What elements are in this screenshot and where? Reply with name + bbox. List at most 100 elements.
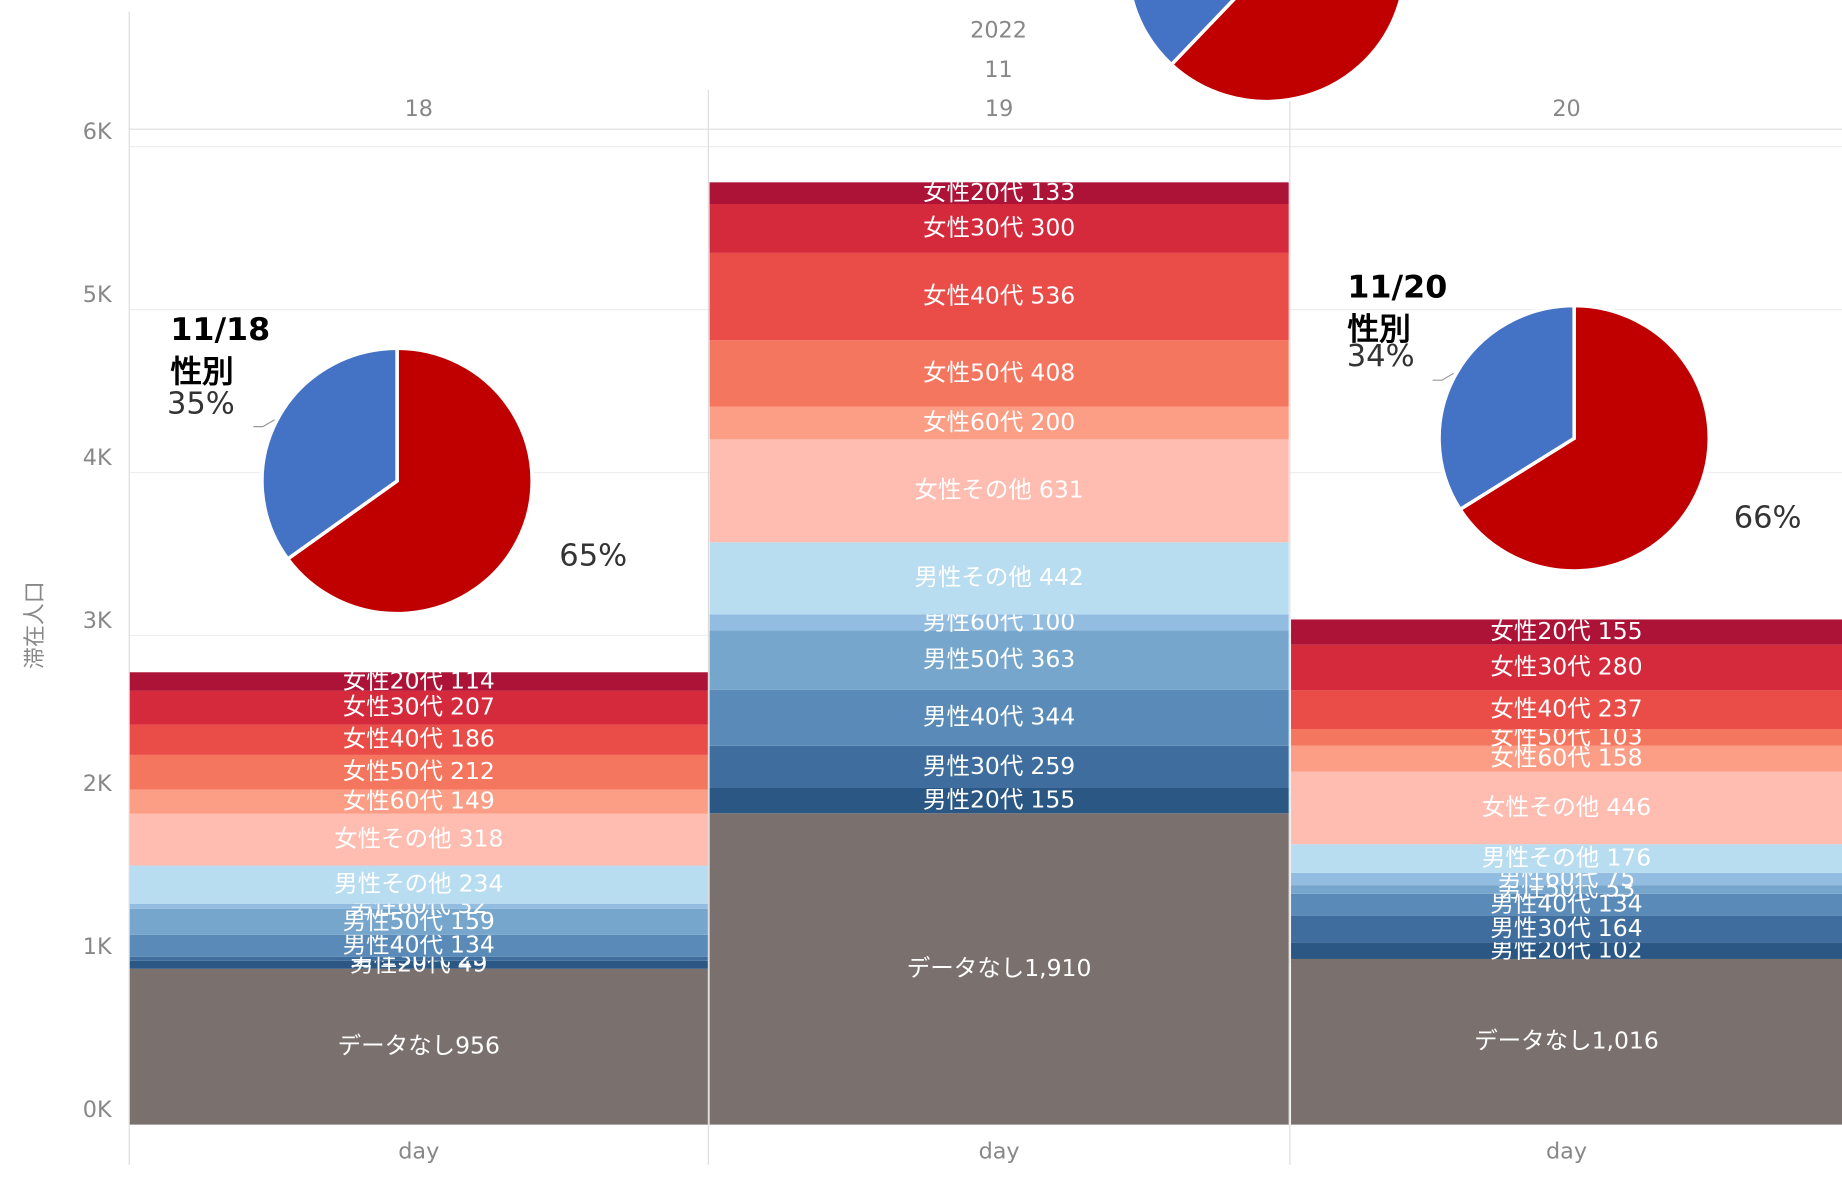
bar-segment bbox=[709, 689, 1289, 746]
bar-segment bbox=[709, 542, 1289, 615]
segment-value: 186 bbox=[450, 725, 495, 752]
bar-segment bbox=[1291, 844, 1842, 873]
segment-name: 男性40代 bbox=[923, 703, 1023, 730]
segment-value: 212 bbox=[450, 758, 495, 785]
bar-segment bbox=[709, 252, 1289, 341]
segment-name: データなし bbox=[338, 1032, 455, 1059]
bar-segment bbox=[1291, 771, 1842, 845]
bar-segment bbox=[129, 934, 709, 957]
pie-slice bbox=[1437, 303, 1576, 512]
segment-name: 男性その他 bbox=[914, 564, 1031, 591]
bar-segment bbox=[1291, 885, 1842, 894]
segment-label: 男性50代 363 bbox=[923, 646, 1075, 673]
bar-segment bbox=[129, 908, 709, 935]
bar-segment bbox=[1291, 915, 1842, 943]
bar-segment bbox=[129, 672, 709, 691]
segment-value: 159 bbox=[450, 908, 495, 935]
segment-name: 女性60代 bbox=[1490, 744, 1590, 771]
segment-label: 女性30代 300 bbox=[923, 214, 1075, 241]
segment-value: 133 bbox=[1030, 179, 1075, 206]
segment-label: データなし1,910 bbox=[907, 955, 1092, 982]
pie-label: 66% bbox=[1734, 501, 1802, 536]
bar-segment bbox=[1291, 745, 1842, 772]
bar-segment bbox=[709, 630, 1289, 690]
bar-segment bbox=[709, 439, 1289, 543]
segment-label: データなし1,016 bbox=[1474, 1027, 1659, 1054]
segment-value: 164 bbox=[1598, 915, 1643, 942]
segment-label: 男性20代 155 bbox=[923, 786, 1075, 813]
segment-value: 207 bbox=[450, 693, 495, 720]
bar-segment bbox=[129, 956, 709, 961]
segment-value: 408 bbox=[1030, 359, 1075, 386]
segment-label: 女性50代 212 bbox=[343, 758, 495, 785]
segment-value: 234 bbox=[459, 870, 504, 897]
segment-name: 男性40代 bbox=[343, 931, 443, 958]
segment-name: 女性その他 bbox=[914, 476, 1031, 503]
segment-value: 363 bbox=[1030, 646, 1075, 673]
segment-value: 200 bbox=[1030, 409, 1075, 436]
bar-segment bbox=[709, 340, 1289, 407]
segment-label: 男性その他 442 bbox=[914, 564, 1083, 591]
segment-label: 女性40代 237 bbox=[1490, 695, 1642, 722]
segment-value: 149 bbox=[450, 787, 495, 814]
segment-value: 1,016 bbox=[1592, 1027, 1659, 1054]
bar-segment bbox=[709, 204, 1289, 253]
pie-label: 35% bbox=[167, 387, 235, 422]
column-header: 20 bbox=[1552, 96, 1580, 122]
bar-segment bbox=[709, 787, 1289, 814]
y-axis-label: 滞在人口 bbox=[22, 581, 48, 669]
segment-name: 女性その他 bbox=[334, 825, 451, 852]
bar-segment bbox=[129, 754, 709, 790]
bar-segment bbox=[709, 614, 1289, 631]
y-tick-label: 2K bbox=[83, 771, 112, 797]
segment-name: 女性20代 bbox=[923, 179, 1023, 206]
segment-label: 女性20代 114 bbox=[343, 667, 495, 694]
segment-name: 女性40代 bbox=[1490, 695, 1590, 722]
pie-title: 性別 bbox=[1347, 312, 1410, 348]
y-tick-label: 1K bbox=[83, 934, 112, 960]
bar-segment bbox=[709, 745, 1289, 788]
segment-label: 女性50代 408 bbox=[923, 359, 1075, 386]
segment-label: 女性40代 536 bbox=[923, 282, 1075, 309]
bar-segment bbox=[129, 724, 709, 755]
bar-segment bbox=[129, 813, 709, 866]
bar-segment bbox=[1291, 728, 1842, 746]
segment-name: データなし bbox=[907, 955, 1024, 982]
segment-value: 114 bbox=[450, 667, 495, 694]
segment-name: 女性60代 bbox=[343, 787, 443, 814]
bar-segment bbox=[709, 182, 1289, 205]
segment-label: 女性30代 280 bbox=[1490, 653, 1642, 680]
x-axis-label: day bbox=[398, 1139, 439, 1165]
x-axis-label: day bbox=[1546, 1139, 1587, 1165]
segment-label: 女性その他 631 bbox=[914, 476, 1083, 503]
column-header: 19 bbox=[985, 96, 1013, 122]
bar-segment bbox=[129, 960, 709, 969]
segment-name: 女性30代 bbox=[1490, 653, 1590, 680]
segment-label: 女性その他 446 bbox=[1482, 794, 1651, 821]
segment-label: 男性40代 134 bbox=[343, 931, 495, 958]
bar-segment bbox=[129, 690, 709, 725]
bar-segment bbox=[1291, 958, 1842, 1125]
column-header: 18 bbox=[405, 96, 433, 122]
segment-value: 134 bbox=[450, 931, 495, 958]
segment-value: 176 bbox=[1606, 844, 1651, 871]
pie-title: 11/18 bbox=[170, 312, 270, 348]
pie-slice bbox=[1130, 0, 1236, 68]
segment-name: 男性40代 bbox=[1490, 890, 1590, 917]
segment-name: 女性20代 bbox=[343, 667, 443, 694]
segment-label: 男性30代 164 bbox=[1490, 915, 1642, 942]
segment-value: 318 bbox=[459, 825, 504, 852]
bar-segment bbox=[129, 968, 709, 1125]
segment-value: 280 bbox=[1598, 653, 1643, 680]
segment-value: 155 bbox=[1598, 618, 1643, 645]
segment-value: 158 bbox=[1598, 744, 1643, 771]
segment-name: 男性その他 bbox=[334, 870, 451, 897]
segment-value: 446 bbox=[1606, 794, 1651, 821]
segment-value: 1,910 bbox=[1024, 955, 1091, 982]
pie-title: 11/20 bbox=[1347, 270, 1447, 306]
segment-value: 237 bbox=[1598, 695, 1643, 722]
bar-segment bbox=[709, 813, 1289, 1125]
segment-name: 女性60代 bbox=[923, 409, 1023, 436]
segment-name: 男性30代 bbox=[923, 753, 1023, 780]
